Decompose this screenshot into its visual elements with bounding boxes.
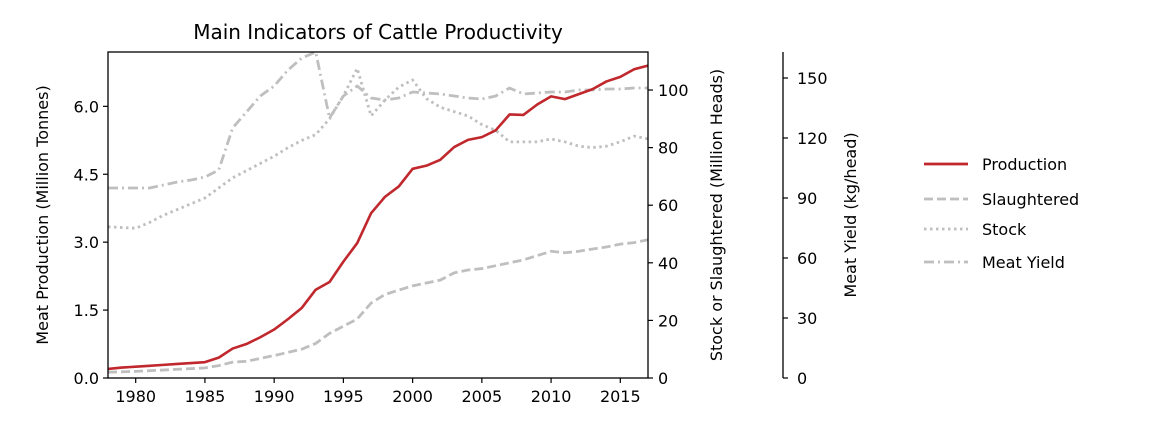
- x-tick-label: 2005: [461, 387, 502, 406]
- legend-label-production: Production: [982, 155, 1067, 174]
- series-line-meat-yield: [108, 50, 648, 190]
- right2-tick-label: 30: [797, 309, 817, 328]
- left-y-axis: 0.0 1.5 3.0 4.5 6.0: [74, 97, 108, 388]
- right2-tick-label: 120: [797, 129, 828, 148]
- meat-yield-axis-title: Meat Yield (kg/head): [841, 132, 860, 297]
- right1-tick-label: 80: [658, 139, 678, 158]
- plot-area: [107, 50, 649, 379]
- x-tick-label: 1985: [185, 387, 226, 406]
- x-axis: 1980 1985 1990 1995 2000 2005 2010 2015: [115, 378, 641, 406]
- x-tick-label: 2000: [392, 387, 433, 406]
- legend: Production Slaughtered Stock Meat Yield: [924, 155, 1079, 272]
- x-tick-label: 1990: [254, 387, 295, 406]
- right2-tick-label: 150: [797, 69, 828, 88]
- right2-tick-label: 90: [797, 189, 817, 208]
- x-tick-label: 1980: [115, 387, 156, 406]
- stock-slaughtered-axis: 0 20 40 60 80 100: [648, 81, 689, 388]
- meat-yield-axis: 0 30 60 90 120 150: [782, 52, 828, 388]
- x-tick-label: 2015: [600, 387, 641, 406]
- right2-tick-label: 0: [797, 369, 807, 388]
- left-tick-label: 0.0: [74, 369, 99, 388]
- stock-slaughtered-axis-title: Stock or Slaughtered (Million Heads): [707, 69, 726, 361]
- left-axis-title: Meat Production (Million Tonnes): [33, 85, 52, 344]
- legend-label-stock: Stock: [982, 220, 1027, 239]
- right1-tick-label: 0: [658, 369, 668, 388]
- right1-tick-label: 60: [658, 196, 678, 215]
- series-layer: [107, 50, 649, 374]
- left-tick-label: 4.5: [74, 165, 99, 184]
- legend-label-meat-yield: Meat Yield: [982, 253, 1065, 272]
- x-tick-label: 1995: [323, 387, 364, 406]
- right1-tick-label: 40: [658, 254, 678, 273]
- series-line-production: [107, 64, 649, 371]
- left-tick-label: 6.0: [74, 97, 99, 116]
- right1-tick-label: 20: [658, 311, 678, 330]
- plot-frame: [107, 51, 649, 379]
- right1-tick-label: 100: [658, 81, 689, 100]
- x-tick-label: 2010: [531, 387, 572, 406]
- left-tick-label: 3.0: [74, 233, 99, 252]
- series-line-slaughtered: [107, 238, 649, 374]
- right2-tick-label: 60: [797, 249, 817, 268]
- chart-title: Main Indicators of Cattle Productivity: [193, 20, 563, 44]
- legend-label-slaughtered: Slaughtered: [982, 190, 1079, 209]
- left-tick-label: 1.5: [74, 301, 99, 320]
